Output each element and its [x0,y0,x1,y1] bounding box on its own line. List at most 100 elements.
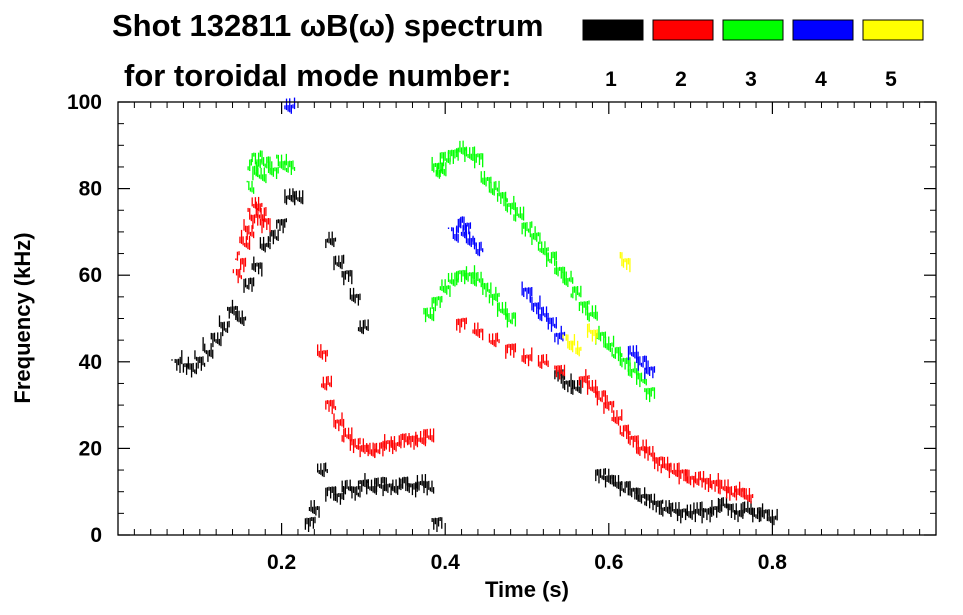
data-streak [181,350,183,365]
data-streak [629,357,631,367]
data-streak [274,229,276,239]
data-streak [696,478,698,485]
data-streak [686,476,688,483]
data-streak [688,511,690,518]
data-streak [676,509,679,522]
data-streak [586,375,589,385]
data-streak [482,153,484,168]
data-streak [636,373,638,385]
data-streak [259,218,262,226]
data-streak [662,507,664,517]
data-streak [284,189,286,204]
data-streak [735,503,737,515]
data-streak [246,180,248,183]
data-streak [210,343,212,358]
data-streak [661,456,664,469]
data-streak [235,268,238,276]
data-streak [297,197,299,202]
data-streak [678,470,680,485]
data-streak [487,176,489,181]
data-streak [758,510,761,523]
data-streak [488,188,491,193]
data-streak [317,344,319,356]
data-streak [243,278,245,293]
data-streak [532,303,535,313]
data-streak [437,162,440,170]
data-streak [519,206,522,219]
data-streak [770,516,772,523]
y-tick-label: 20 [79,437,102,460]
data-streak [241,310,243,325]
data-streak [514,312,517,327]
data-streak [541,354,543,369]
data-streak [333,256,335,271]
data-streak [685,511,687,516]
data-streak [650,366,652,371]
data-streak [272,230,275,245]
data-point-n=4-10 [627,345,639,361]
data-streak [251,180,253,193]
data-streak [498,192,500,197]
data-streak [609,342,611,352]
data-streak [513,343,515,358]
data-streak [436,163,438,175]
data-streak [565,334,567,341]
data-streak [753,507,756,517]
data-streak [451,272,453,285]
data-streak [527,287,530,294]
data-streak [292,160,294,170]
data-streak [653,452,656,459]
data-streak [568,340,571,350]
data-streak [595,469,597,482]
data-streak [686,504,688,517]
data-streak [334,406,337,411]
data-streak [562,374,564,389]
data-streak [441,162,443,172]
data-streak [369,442,371,455]
data-streak [359,437,361,445]
data-streak [752,508,754,523]
data-streak [598,325,600,340]
data-streak [516,207,518,217]
data-streak [475,153,477,163]
data-streak [433,163,435,173]
data-streak [379,442,381,455]
data-point-n=1-32 [431,517,443,533]
data-point-n=1-52 [685,504,696,523]
data-streak [249,187,252,192]
data-streak [432,428,435,443]
data-streak [247,242,249,250]
data-streak [433,296,435,304]
data-streak [531,296,533,311]
data-streak [218,315,221,327]
data-streak [312,506,314,514]
data-streak [329,238,332,245]
data-point-n=2-2 [239,229,251,250]
data-streak [249,159,251,172]
data-streak [629,431,631,436]
data-streak [642,356,644,368]
data-streak [738,481,741,496]
data-streak [496,192,499,202]
data-streak [496,332,499,342]
data-streak [446,158,448,163]
plot-data [171,97,778,533]
data-streak [608,468,610,483]
data-streak [604,468,607,475]
data-point-n=3-4 [259,150,271,171]
data-streak [462,140,464,155]
data-streak [521,213,523,220]
data-streak [267,161,270,174]
data-streak [508,343,510,348]
data-streak [255,201,257,216]
data-point-n=3-23 [546,251,557,267]
data-streak [531,221,533,228]
data-streak [627,346,630,361]
data-streak [380,442,382,449]
data-streak [277,229,279,241]
data-streak [243,219,245,231]
data-streak [439,286,441,291]
data-streak [416,438,419,448]
data-streak [202,337,204,352]
data-streak [357,480,360,490]
